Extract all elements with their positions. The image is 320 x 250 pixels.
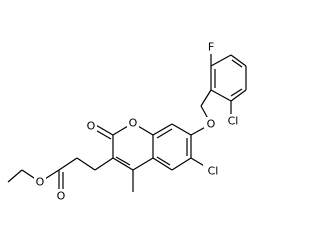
atom-label: O	[207, 118, 216, 131]
atom-label: Cl	[208, 165, 219, 178]
atom-label: F	[208, 41, 214, 54]
molecule-diagram: O O O O O Cl Cl F	[7, 40, 247, 203]
atom-label: O	[87, 120, 96, 133]
atom-label: O	[36, 176, 45, 189]
atom-label: O	[57, 190, 66, 203]
atom-label: O	[129, 117, 138, 130]
bonds	[7, 47, 247, 196]
atom-labels: O O O O O Cl Cl F	[34, 40, 241, 203]
atom-label: Cl	[228, 115, 239, 128]
